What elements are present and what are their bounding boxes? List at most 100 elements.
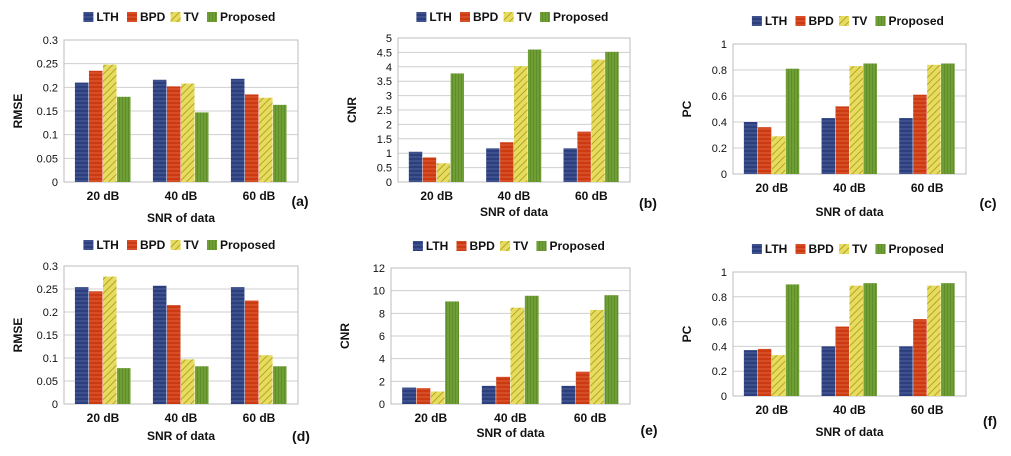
bar-lth	[821, 346, 836, 396]
panel-label: (c)	[979, 195, 996, 211]
y-tick-label: 0.2	[712, 143, 727, 155]
legend-label: TV	[513, 239, 528, 253]
legend-swatch-bpd	[795, 16, 806, 26]
bar-proposed	[195, 366, 209, 404]
panel-label: (e)	[640, 422, 657, 438]
y-tick-label: 5	[386, 33, 392, 45]
legend-label: LTH	[96, 238, 118, 252]
x-axis-label: SNR of data	[480, 205, 548, 219]
bar-tv	[103, 276, 117, 404]
chart-panel-5: 0 2 4 6 8 10 12 20 dB 40 dB 60 dB CNR SNR of data (e…	[338, 239, 658, 440]
legend-label: TV	[184, 10, 199, 24]
y-tick-label: 12	[373, 263, 385, 275]
legend-label: TV	[852, 242, 867, 256]
bar-tv	[927, 64, 941, 174]
y-tick-label: 0.3	[43, 35, 58, 47]
x-axis-label: SNR of data	[815, 205, 883, 219]
y-tick-label: 0.2	[712, 366, 727, 378]
bar-bpd	[244, 94, 259, 182]
x-axis-label: SNR of data	[147, 211, 215, 225]
legend: LTH BPD TV Proposed	[83, 238, 275, 252]
x-tick-label: 40 dB	[498, 189, 531, 203]
legend-swatch-tv	[839, 244, 850, 254]
x-axis-label: SNR of data	[147, 429, 215, 443]
bar-lth	[230, 78, 245, 182]
y-tick-label: 1	[721, 267, 727, 279]
legend-swatch-bpd	[460, 12, 470, 22]
bar-bpd	[500, 142, 514, 182]
bar-proposed	[524, 295, 539, 404]
bar-lth	[408, 151, 423, 182]
bar-tv	[436, 163, 451, 182]
y-tick-label: 0.1	[43, 353, 58, 365]
y-tick-label: 4	[386, 62, 392, 74]
y-tick-label: 2.5	[377, 105, 392, 117]
legend: LTH BPD TV Proposed	[751, 242, 944, 256]
bar-proposed	[863, 63, 877, 174]
y-tick-label: 0.6	[712, 91, 727, 103]
bar-tv	[510, 307, 525, 404]
bar-proposed	[117, 96, 131, 182]
bar-lth	[230, 287, 245, 404]
bar-tv	[591, 59, 605, 182]
bar-tv	[103, 64, 117, 182]
bar-tv	[771, 136, 786, 174]
legend-swatch-proposed	[875, 16, 886, 26]
bar-bpd	[422, 157, 437, 182]
bar-tv	[181, 83, 195, 182]
x-tick-label: 60 dB	[574, 411, 607, 425]
legend-label: TV	[184, 238, 199, 252]
bar-tv	[590, 309, 605, 404]
y-axis-label: RMSE	[11, 318, 25, 353]
legend-swatch-bpd	[127, 240, 137, 250]
legend-swatch-lth	[83, 240, 94, 250]
x-tick-label: 20 dB	[755, 181, 788, 195]
bar-bpd	[88, 291, 103, 404]
bar-bpd	[913, 94, 927, 174]
y-tick-label: 1	[386, 148, 392, 160]
chart-panel-4: 0 0.05 0.1 0.15 0.2 0.25 0.3 20 dB 40 dB 60 dB RMS…	[11, 238, 310, 444]
x-tick-label: 60 dB	[911, 181, 944, 195]
x-axis-label: SNR of data	[815, 425, 883, 439]
y-tick-label: 0.25	[37, 59, 58, 71]
y-axis-label: PC	[680, 325, 694, 342]
bar-lth	[899, 346, 913, 396]
chart-panel-2: 0 0.5 1 1.5 2 2.5 3 3.5 4 4.5 5 20 dB 40 dB 60 dB CNR S…	[345, 10, 657, 219]
legend-swatch-proposed	[536, 241, 547, 251]
y-tick-label: 0	[386, 177, 392, 189]
legend-swatch-proposed	[875, 244, 886, 254]
legend-label: Proposed	[553, 10, 608, 24]
bar-lth	[561, 385, 576, 404]
legend-swatch-lth	[83, 12, 94, 22]
legend-swatch-lth	[416, 12, 427, 22]
legend-swatch-tv	[500, 241, 511, 251]
legend-swatch-proposed	[540, 12, 550, 22]
bar-bpd	[757, 127, 772, 174]
legend-label: LTH	[765, 242, 787, 256]
panel-label: (f)	[983, 413, 997, 429]
chart-panel-3: 0 0.2 0.4 0.6 0.8 1 20 dB 40 dB 60 dB PC SNR of da…	[680, 14, 997, 219]
bar-bpd	[835, 326, 849, 396]
bar-bpd	[575, 371, 590, 404]
legend-label: TV	[517, 10, 532, 24]
legend-label: LTH	[426, 239, 448, 253]
bar-lth	[74, 82, 89, 182]
legend-swatch-tv	[839, 16, 850, 26]
y-tick-label: 3.5	[377, 76, 392, 88]
bar-proposed	[527, 49, 542, 182]
x-tick-label: 40 dB	[494, 411, 527, 425]
bar-proposed	[785, 68, 800, 174]
y-tick-label: 2	[386, 119, 392, 131]
bar-tv	[771, 355, 786, 396]
bar-tv	[849, 66, 863, 174]
x-tick-label: 40 dB	[833, 181, 866, 195]
y-tick-label: 4.5	[377, 47, 392, 59]
y-tick-label: 0.4	[712, 117, 727, 129]
x-tick-label: 20 dB	[755, 403, 788, 417]
y-tick-label: 0.6	[712, 317, 727, 329]
y-tick-label: 0	[52, 177, 58, 189]
legend-swatch-proposed	[207, 12, 217, 22]
x-tick-label: 20 dB	[414, 411, 447, 425]
y-tick-label: 0	[379, 399, 385, 411]
